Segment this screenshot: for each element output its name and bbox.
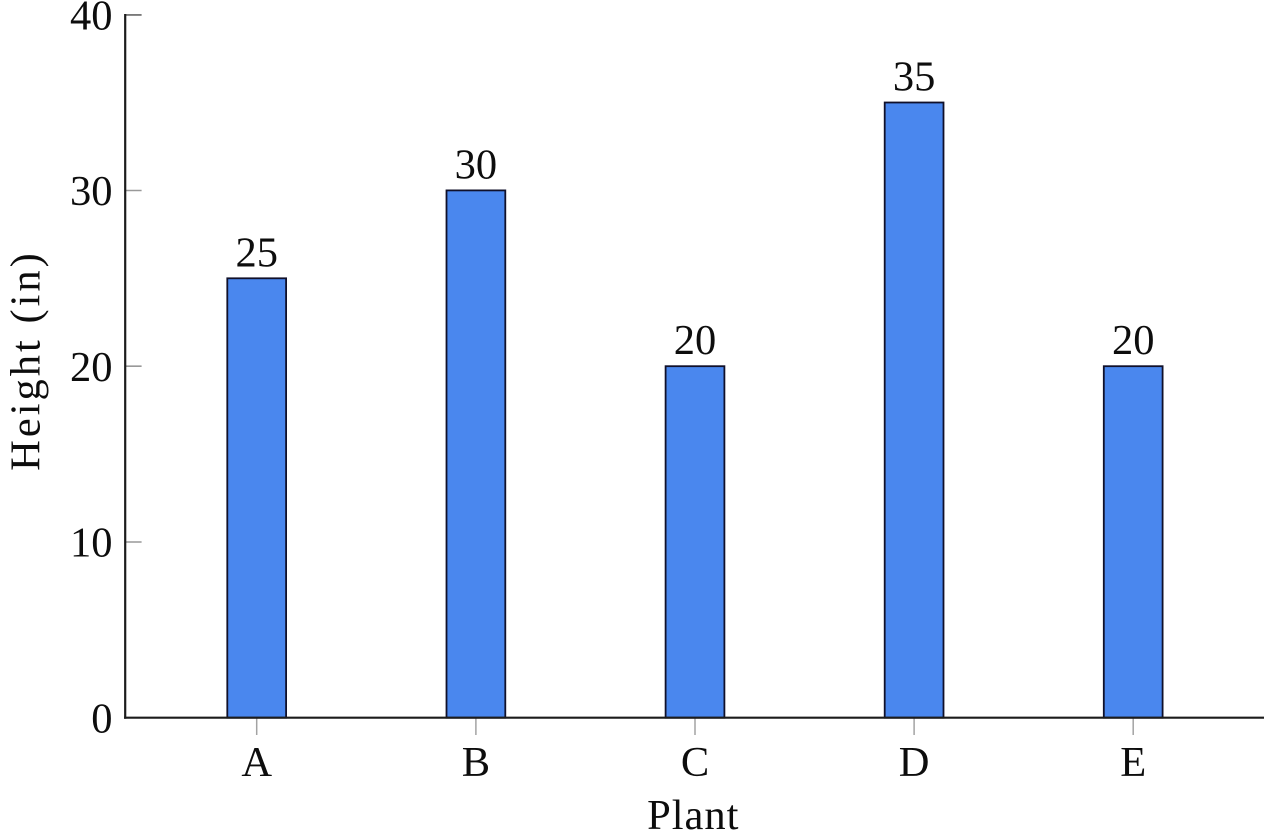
svg-text:A: A bbox=[241, 739, 272, 786]
svg-text:D: D bbox=[899, 739, 930, 786]
svg-text:20: 20 bbox=[674, 317, 717, 364]
svg-text:C: C bbox=[681, 739, 709, 786]
svg-text:30: 30 bbox=[70, 168, 113, 215]
svg-text:10: 10 bbox=[70, 520, 113, 567]
svg-text:20: 20 bbox=[70, 344, 113, 391]
svg-text:Height (in): Height (in) bbox=[3, 250, 50, 471]
svg-text:20: 20 bbox=[1112, 317, 1155, 364]
svg-text:35: 35 bbox=[893, 54, 936, 101]
svg-text:40: 40 bbox=[70, 0, 113, 40]
svg-text:Plant: Plant bbox=[647, 792, 739, 832]
svg-text:E: E bbox=[1120, 739, 1146, 786]
svg-text:0: 0 bbox=[91, 695, 112, 742]
svg-text:25: 25 bbox=[235, 229, 278, 276]
svg-text:30: 30 bbox=[455, 141, 498, 188]
svg-text:B: B bbox=[462, 739, 490, 786]
